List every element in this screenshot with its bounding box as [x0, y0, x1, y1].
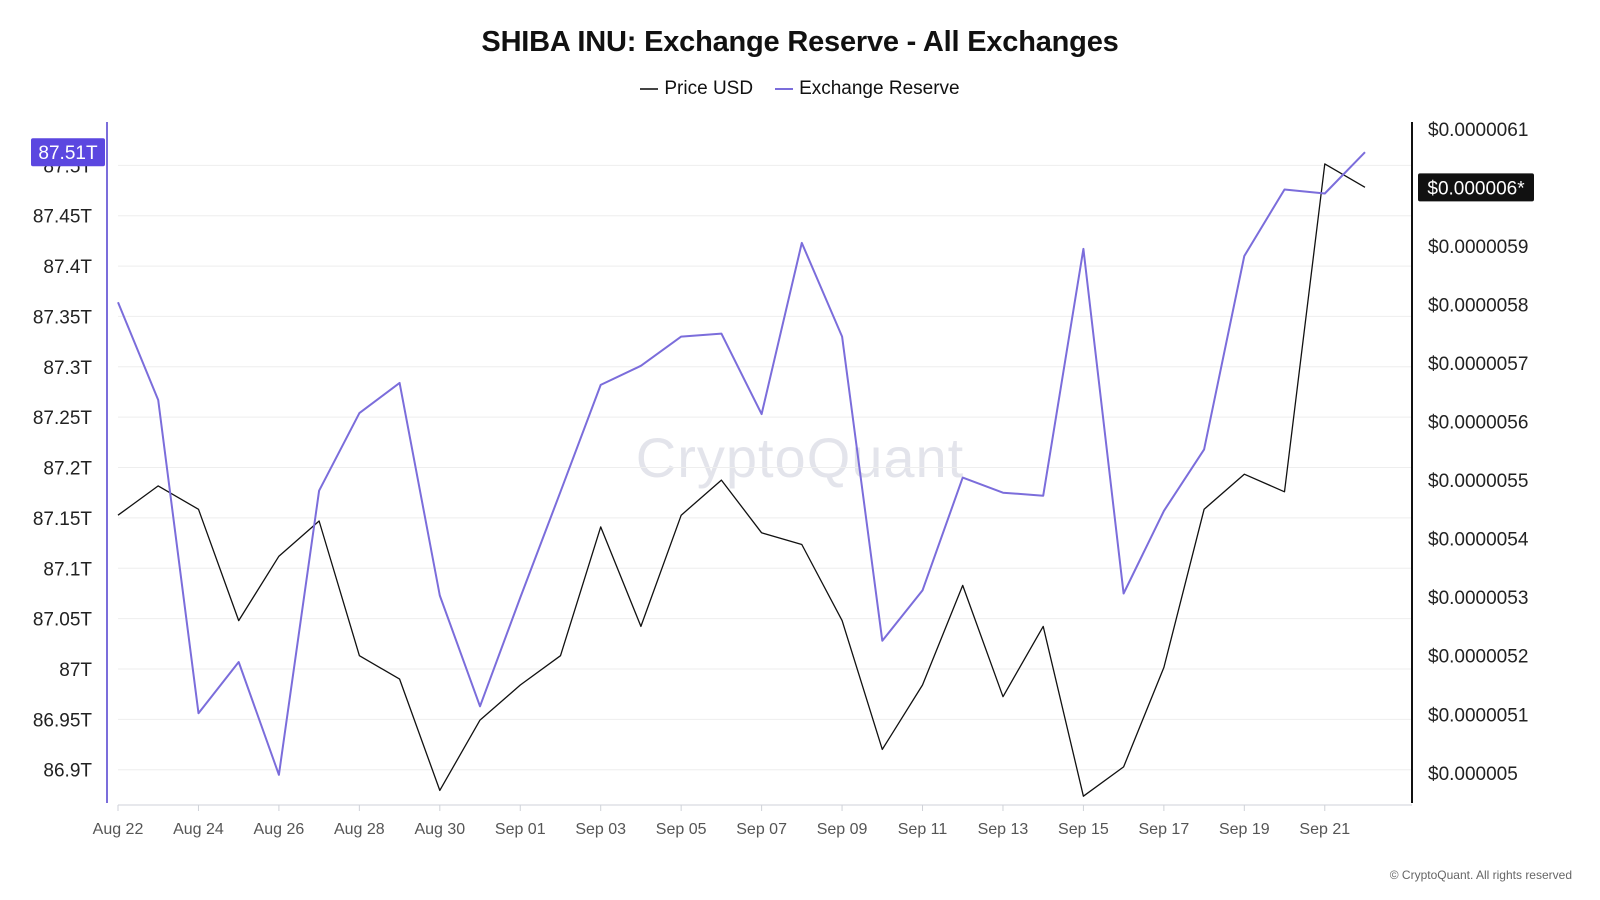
right-axis-tick-label: $0.0000056 — [1428, 413, 1528, 434]
x-axis-tick-label: Sep 07 — [736, 821, 787, 838]
left-axis-tick-label: 87.2T — [43, 459, 92, 480]
left-axis-tick-label: 87.05T — [33, 610, 93, 631]
x-axis-tick-label: Aug 28 — [334, 821, 385, 838]
series-line-price-usd — [117, 163, 1366, 797]
left-axis-tick-label: 87.1T — [43, 559, 92, 580]
copyright-footer: © CryptoQuant. All rights reserved — [1389, 868, 1572, 882]
watermark: CryptoQuant — [635, 426, 965, 489]
right-axis-tick-label: $0.0000061 — [1428, 120, 1528, 141]
x-axis-tick-label: Sep 01 — [495, 821, 546, 838]
x-axis-tick-label: Sep 19 — [1219, 821, 1270, 838]
x-axis-tick-label: Aug 26 — [254, 821, 305, 838]
x-axis-tick-label: Sep 05 — [656, 821, 707, 838]
legend-swatch-reserve — [775, 88, 794, 90]
right-axis-tick-label: $0.0000053 — [1428, 588, 1528, 609]
x-axis-tick-label: Sep 17 — [1139, 821, 1190, 838]
x-axis-tick-label: Aug 30 — [414, 821, 465, 838]
left-axis-tick-label: 86.95T — [33, 710, 93, 731]
right-axis-tick-label: $0.000005 — [1428, 764, 1518, 785]
left-axis-tick-label: 87T — [59, 660, 92, 681]
left-axis-tick-label: 87.25T — [33, 408, 93, 429]
legend-label-price: Price USD — [664, 78, 754, 99]
x-axis-tick-label: Sep 11 — [898, 821, 948, 838]
legend-item-reserve[interactable]: Exchange Reserve — [775, 78, 960, 100]
left-axis-tick-label: 87.35T — [33, 307, 93, 328]
right-axis-tick-label: $0.0000058 — [1428, 295, 1528, 316]
legend-label-reserve: Exchange Reserve — [799, 78, 960, 99]
left-axis-tick-label: 87.15T — [33, 509, 93, 530]
right-axis-tick-label: $0.0000051 — [1428, 705, 1528, 726]
x-axis-tick-label: Sep 21 — [1299, 821, 1350, 838]
x-axis-tick-label: Aug 22 — [93, 821, 144, 838]
x-axis-tick-label: Aug 24 — [173, 821, 224, 838]
left-axis-tick-label: 87.4T — [43, 257, 92, 278]
chart-legend: Price USD Exchange Reserve — [0, 78, 1600, 100]
right-axis-tick-label: $0.0000052 — [1428, 647, 1528, 668]
left-axis-tick-label: 87.3T — [43, 358, 92, 379]
left-axis-tick-label: 87.45T — [33, 207, 93, 228]
left-value-badge-label: 87.51T — [38, 143, 98, 164]
right-axis-tick-label: $0.0000059 — [1428, 237, 1528, 258]
left-value-badge — [31, 138, 105, 167]
right-value-badge — [1418, 173, 1534, 202]
x-axis-tick-label: Sep 15 — [1058, 821, 1109, 838]
x-axis-tick-label: Sep 09 — [817, 821, 868, 838]
right-axis-tick-label: $0.0000057 — [1428, 354, 1528, 375]
legend-swatch-price — [640, 88, 659, 90]
chart-title: SHIBA INU: Exchange Reserve - All Exchan… — [481, 26, 1119, 58]
x-axis-tick-label: Sep 03 — [575, 821, 626, 838]
right-axis-tick-label: $0.0000055 — [1428, 471, 1528, 492]
x-axis-tick-label: Sep 13 — [978, 821, 1029, 838]
right-axis-tick-label: $0.0000054 — [1428, 530, 1529, 551]
right-value-badge-label: $0.000006* — [1427, 178, 1525, 199]
series-line-exchange-reserve — [117, 151, 1366, 776]
left-axis-tick-label: 86.9T — [43, 761, 92, 782]
legend-item-price[interactable]: Price USD — [640, 78, 753, 100]
